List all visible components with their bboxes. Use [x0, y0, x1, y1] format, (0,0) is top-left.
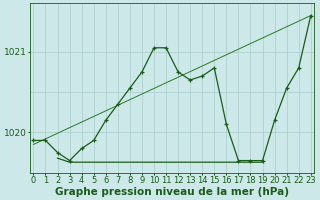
X-axis label: Graphe pression niveau de la mer (hPa): Graphe pression niveau de la mer (hPa) — [55, 187, 289, 197]
